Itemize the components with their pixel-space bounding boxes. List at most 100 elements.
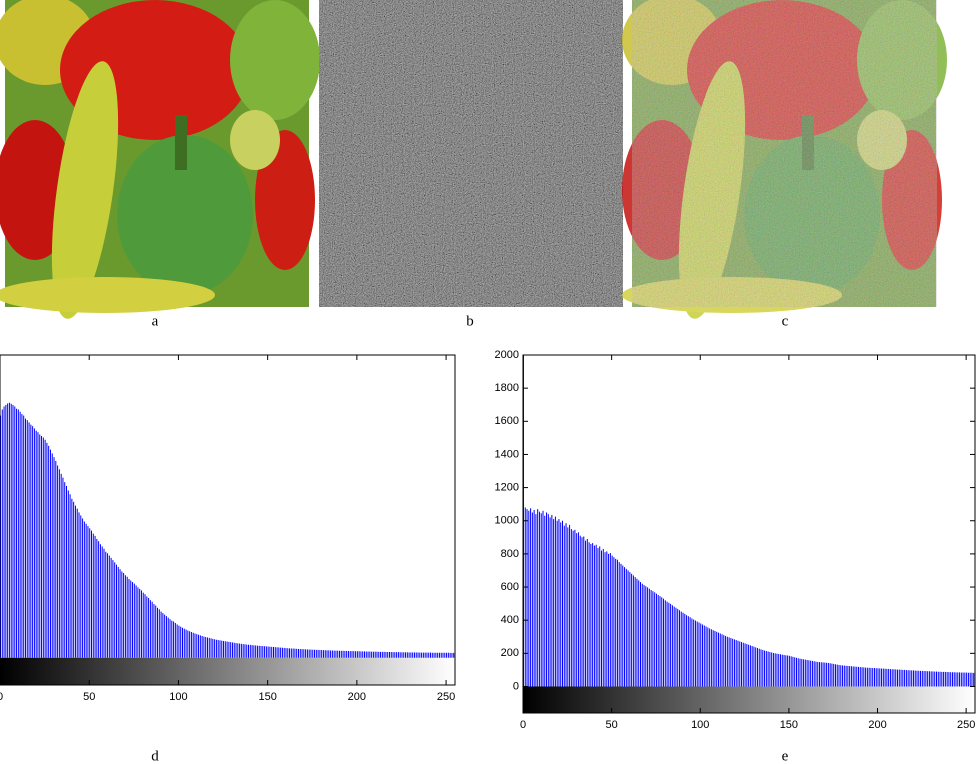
bar	[790, 656, 792, 687]
bar	[356, 651, 358, 658]
bar	[133, 583, 135, 658]
bar	[889, 669, 891, 687]
bar	[577, 532, 579, 687]
bar	[946, 672, 948, 687]
bar	[820, 662, 822, 687]
bar	[69, 494, 71, 658]
bar	[78, 512, 80, 658]
bar	[96, 538, 98, 658]
bar	[953, 672, 955, 687]
bar	[813, 661, 815, 687]
bar	[167, 617, 169, 658]
bar	[383, 651, 385, 658]
bar	[808, 660, 810, 687]
bar	[66, 485, 68, 658]
bar	[342, 650, 344, 658]
bar	[622, 565, 624, 687]
bar	[586, 538, 588, 687]
axes-box	[522, 354, 976, 714]
bar	[792, 656, 794, 687]
bar	[936, 671, 938, 687]
bar	[30, 424, 32, 658]
bar	[403, 652, 405, 658]
bar	[324, 650, 326, 658]
bar	[157, 607, 159, 658]
bar	[930, 671, 932, 687]
bar	[838, 664, 840, 687]
x-tick-label: 200	[348, 691, 366, 703]
bar	[581, 537, 583, 687]
bar	[804, 659, 806, 687]
histogram: 0 50 100 150 200 250 d	[0, 354, 456, 764]
bar	[103, 548, 105, 658]
bar	[636, 578, 638, 687]
bar	[714, 630, 716, 687]
bar	[449, 652, 451, 658]
bar	[849, 666, 851, 687]
bar	[546, 512, 548, 687]
bar	[255, 645, 257, 658]
bar	[74, 505, 76, 658]
bar	[726, 636, 728, 687]
bar	[572, 530, 574, 687]
bar	[748, 644, 750, 687]
bar	[712, 630, 714, 687]
bar	[223, 640, 225, 658]
bar	[140, 590, 142, 658]
image-b	[319, 0, 623, 307]
bar	[281, 647, 283, 658]
bar	[570, 529, 572, 687]
bar	[49, 449, 51, 658]
bar	[347, 650, 349, 658]
bar	[230, 642, 232, 658]
y-tick-label: 0	[513, 680, 519, 692]
bar	[44, 439, 46, 658]
bar	[960, 672, 962, 687]
bar	[33, 428, 35, 658]
bar	[269, 646, 271, 658]
bar	[262, 646, 264, 658]
bar	[451, 652, 453, 658]
bar	[819, 662, 821, 687]
colorbar	[523, 686, 975, 713]
bar	[810, 660, 812, 687]
bar	[845, 665, 847, 687]
bar	[537, 509, 539, 687]
bar	[199, 635, 201, 658]
bar	[776, 653, 778, 687]
bar	[8, 402, 10, 658]
bar	[966, 672, 968, 687]
bar	[155, 605, 157, 658]
bar	[590, 543, 592, 687]
bar	[602, 548, 604, 687]
x-tick-label: 0	[0, 691, 3, 703]
bar	[707, 627, 709, 687]
bar	[226, 641, 228, 658]
bar	[939, 671, 941, 687]
bar	[579, 535, 581, 687]
bars	[523, 355, 975, 687]
bar	[760, 649, 762, 687]
bar	[173, 621, 175, 658]
bar	[971, 672, 973, 687]
bar	[742, 642, 744, 687]
bar	[42, 437, 44, 658]
bar	[696, 621, 698, 687]
bar	[822, 662, 824, 687]
bar	[684, 613, 686, 687]
bar	[308, 649, 310, 658]
bar	[962, 672, 964, 687]
bar	[795, 657, 797, 687]
x-tick-label: 50	[606, 719, 618, 731]
bar	[909, 670, 911, 687]
bar	[725, 635, 727, 687]
x-tick-label: 100	[691, 719, 709, 731]
bar	[852, 666, 854, 687]
bar	[904, 669, 906, 687]
bar	[151, 601, 153, 658]
bar	[840, 665, 842, 687]
bar	[214, 639, 216, 658]
bar	[803, 659, 805, 687]
bar	[964, 672, 966, 687]
bar	[12, 404, 14, 658]
